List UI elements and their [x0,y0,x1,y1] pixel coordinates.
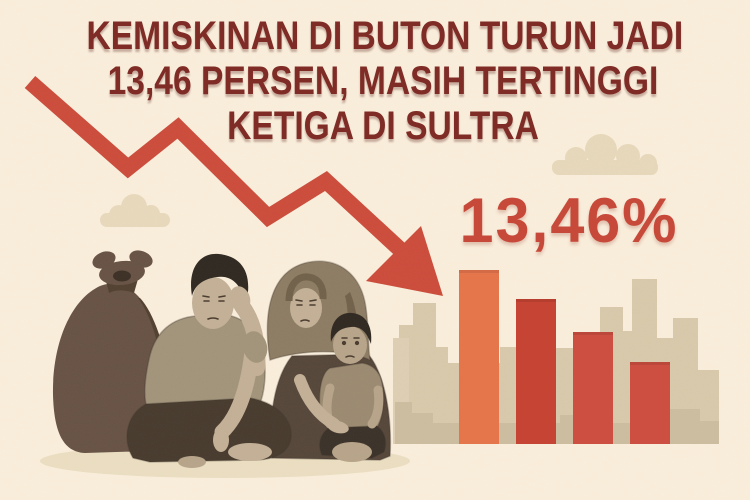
headline-line-2: 13,46 PERSEN, MASIH TERTINGGI [107,59,659,103]
bar-2 [516,299,556,444]
bar-1 [459,270,499,444]
headline-line-1: KEMISKINAN DI BUTON TURUN JADI [86,14,684,58]
bar-3 [573,332,613,444]
stat-value: 13,46% [459,186,679,256]
headline: KEMISKINAN DI BUTON TURUN JADI 13,46 PER… [30,14,736,149]
bar-4 [630,362,670,444]
headline-line-3: KETIGA DI SULTRA [227,104,539,148]
bar-chart [459,270,670,444]
